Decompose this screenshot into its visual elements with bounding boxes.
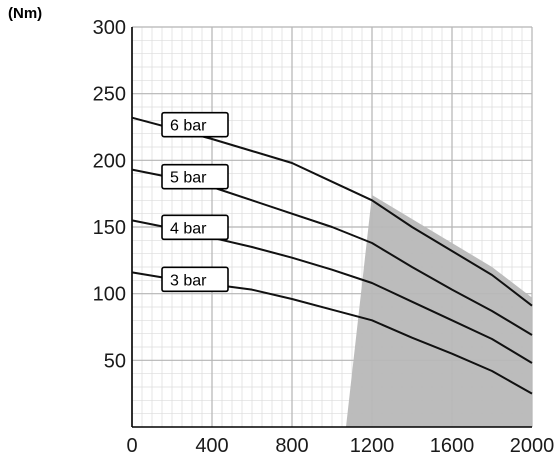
x-tick-label: 2000 [510,435,555,457]
series-label: 3 bar [170,272,207,289]
x-tick-label: 1600 [430,435,475,457]
series-label: 5 bar [170,170,207,187]
y-unit-label: (Nm) [8,5,42,22]
y-tick-label: 250 [93,84,126,106]
x-tick-label: 400 [195,435,228,457]
y-tick-label: 100 [93,284,126,306]
series-label-box [161,214,229,241]
series-label-box [161,111,229,138]
shaded-operating-region [346,195,532,427]
y-tick-label: 300 [93,17,126,39]
y-tick-label: 50 [104,350,126,372]
series-label-box [161,163,229,190]
series-label-box [161,266,229,293]
x-tick-label: 0 [126,435,137,457]
y-tick-label: 200 [93,150,126,172]
series-label: 4 bar [170,220,207,237]
y-tick-label: 150 [93,217,126,239]
x-tick-label: 1200 [350,435,395,457]
series-label: 6 bar [170,118,207,135]
x-tick-label: 800 [275,435,308,457]
